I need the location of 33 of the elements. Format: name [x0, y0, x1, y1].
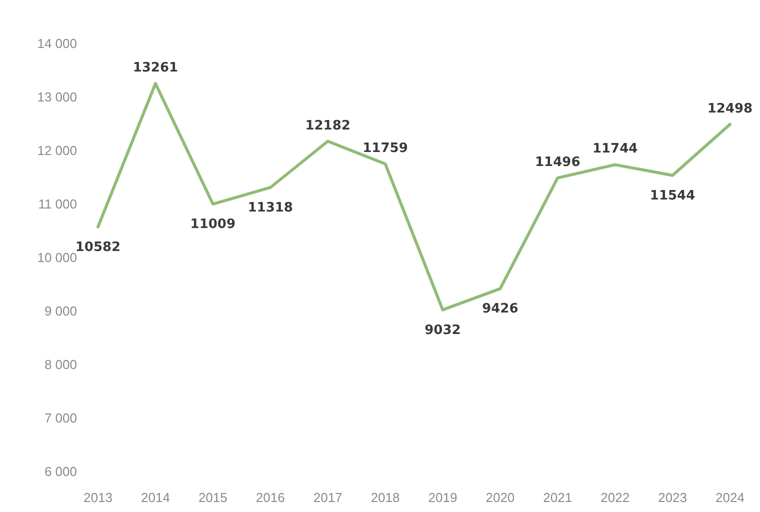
x-tick-label: 2020 [486, 490, 515, 506]
data-label: 11009 [190, 217, 236, 232]
x-tick-label: 2015 [198, 490, 228, 506]
x-tick-label: 2017 [313, 490, 342, 506]
data-label: 11744 [592, 142, 638, 157]
y-tick-label: 9 000 [44, 304, 77, 319]
y-tick-label: 8 000 [44, 357, 77, 372]
y-tick-label: 6 000 [44, 464, 77, 480]
y-tick-label: 11 000 [38, 196, 77, 212]
x-tick-label: 2013 [84, 490, 112, 506]
y-tick-label: 13 000 [37, 90, 77, 105]
data-label: 11318 [248, 200, 293, 216]
data-label: 11496 [535, 154, 580, 170]
y-tick-label: 7 000 [44, 410, 77, 426]
data-label: 11759 [362, 140, 408, 156]
data-label: 10582 [75, 240, 121, 255]
x-tick-label: 2014 [140, 490, 170, 506]
x-tick-label: 2018 [370, 490, 400, 506]
data-label: 9032 [424, 322, 461, 338]
y-tick-label: 10 000 [37, 250, 77, 266]
x-tick-label: 2021 [543, 490, 572, 506]
data-label: 12498 [707, 101, 753, 116]
data-label: 13261 [132, 60, 178, 76]
y-tick-label: 12 000 [37, 143, 77, 158]
data-label: 12182 [305, 118, 350, 134]
x-tick-label: 2022 [600, 490, 630, 506]
x-tick-label: 2019 [428, 490, 458, 506]
x-tick-label: 2023 [658, 490, 688, 506]
data-label: 11544 [650, 188, 696, 204]
data-label: 9426 [482, 302, 518, 317]
x-tick-label: 2024 [716, 490, 744, 506]
x-tick-label: 2016 [256, 490, 285, 506]
y-tick-label: 14 000 [37, 36, 77, 52]
